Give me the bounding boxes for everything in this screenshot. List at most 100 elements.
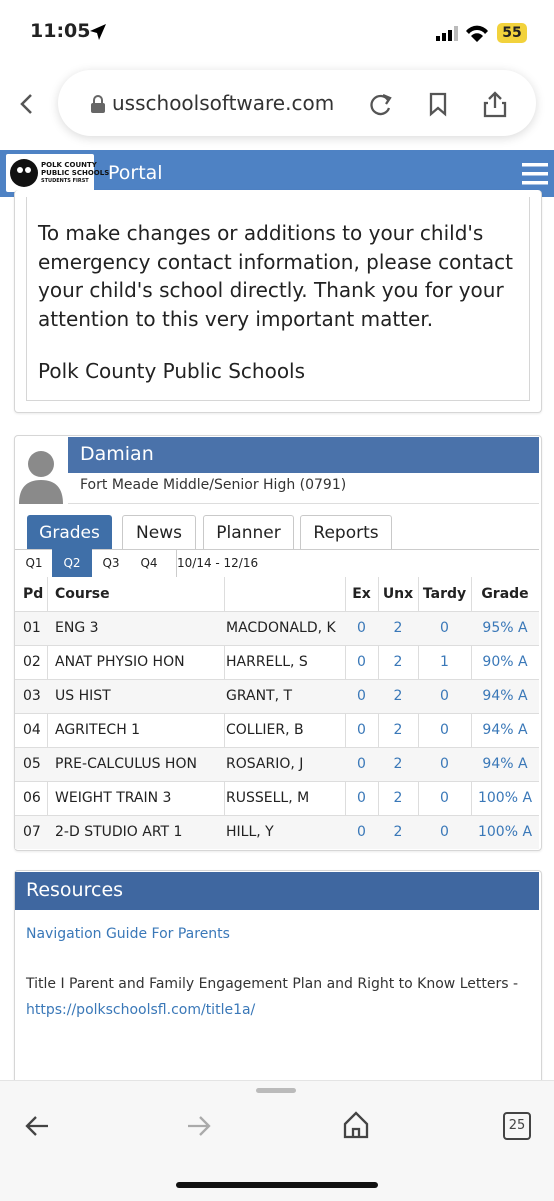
resources-title: Resources xyxy=(26,879,124,901)
notice-line: emergency contact information, please co… xyxy=(38,249,513,274)
handle xyxy=(256,1088,296,1093)
table-cell: AGRITECH 1 xyxy=(55,722,141,738)
logo-line: POLK COUNTY xyxy=(41,161,97,169)
table-cell: ANAT PHYSIO HON xyxy=(55,654,185,670)
logo-line: STUDENTS FIRST xyxy=(41,178,89,184)
column-header: Ex xyxy=(352,586,371,602)
table-cell: 2 xyxy=(393,688,403,704)
signal-wifi xyxy=(436,25,488,42)
menu-button[interactable] xyxy=(522,162,548,186)
back-button[interactable] xyxy=(16,92,40,116)
table-cell: 90% A xyxy=(482,654,528,670)
notice-line: attention to this very important matter. xyxy=(38,306,434,331)
table-cell: ENG 3 xyxy=(55,620,99,636)
avatar xyxy=(19,451,63,504)
divider xyxy=(68,503,539,504)
table-cell: 100% A xyxy=(477,790,533,806)
grades-table: Pd Course Ex Unx Tardy Grade 01 ENG 3 MACDONALD,… xyxy=(15,577,539,849)
row-line xyxy=(15,713,539,714)
quarter[interactable]: Q1 xyxy=(25,556,43,570)
table-cell: 03 xyxy=(23,688,41,704)
battery: 55 xyxy=(497,23,527,43)
table-cell: 0 xyxy=(440,756,449,772)
nav-forward[interactable] xyxy=(184,1112,214,1140)
quarter[interactable]: Q3 xyxy=(102,556,120,570)
notice-line: To make changes or additions to your chi… xyxy=(38,221,484,245)
table-cell: 05 xyxy=(23,756,41,772)
table-cell: 2 xyxy=(393,722,403,738)
logo-text: POLK COUNTY PUBLIC SCHOOLS STUDENTS FIRS… xyxy=(41,161,109,185)
tab[interactable]: Grades xyxy=(27,515,112,550)
time: 11:05 xyxy=(30,20,91,42)
table-cell: 94% A xyxy=(482,756,528,772)
table-cell: 0 xyxy=(357,688,366,704)
table-cell: 1 xyxy=(440,654,449,670)
table-cell: 2 xyxy=(393,790,403,806)
url[interactable]: usschoolsoftware.com xyxy=(112,91,335,115)
portal-title: Portal xyxy=(108,162,163,184)
column-header: Course xyxy=(55,586,110,602)
table-cell: 2 xyxy=(393,824,403,840)
table-cell: 0 xyxy=(357,790,366,806)
quarter[interactable]: Q2 xyxy=(52,549,92,577)
table-cell: 0 xyxy=(440,722,449,738)
row-band xyxy=(15,748,539,781)
notice-box xyxy=(26,197,530,401)
resource-link[interactable]: Navigation Guide For Parents xyxy=(26,926,230,942)
row-line xyxy=(15,781,539,782)
notice-card xyxy=(14,190,542,413)
table-cell: 0 xyxy=(440,688,449,704)
resources-header xyxy=(15,872,539,910)
table-cell: 0 xyxy=(357,620,366,636)
table-cell: 0 xyxy=(357,722,366,738)
logo-mark xyxy=(10,159,38,187)
table-cell: ROSARIO, J xyxy=(226,756,304,772)
notice-text: To make changes or additions to your chi… xyxy=(38,219,513,333)
table-cell: RUSSELL, M xyxy=(226,790,310,806)
url-bar[interactable] xyxy=(58,70,536,136)
row-line xyxy=(15,611,539,612)
notice-line: your child's school directly. Thank you … xyxy=(38,278,504,302)
nav-back[interactable] xyxy=(24,1112,54,1140)
table-cell: 2 xyxy=(393,756,403,772)
table-cell: GRANT, T xyxy=(226,688,293,704)
location-icon xyxy=(90,24,106,40)
resource-link[interactable]: https://polkschoolsfl.com/title1a/ xyxy=(26,1002,256,1018)
tab[interactable]: Planner xyxy=(203,515,294,550)
table-cell: 2 xyxy=(393,620,403,636)
tab-line xyxy=(15,549,539,550)
quarter[interactable]: Q4 xyxy=(140,556,158,570)
lock-icon xyxy=(91,95,105,113)
table-cell: 94% A xyxy=(482,722,528,738)
table-cell: MACDONALD, K xyxy=(226,620,336,636)
tab-count[interactable]: 25 xyxy=(503,1112,531,1140)
tab[interactable]: News xyxy=(122,515,196,550)
column-header: Grade xyxy=(481,586,529,602)
row-line xyxy=(15,815,539,816)
table-cell: 01 xyxy=(23,620,41,636)
row-line xyxy=(15,747,539,748)
table-cell: HILL, Y xyxy=(226,824,274,840)
table-cell: 100% A xyxy=(477,824,533,840)
table-cell: COLLIER, B xyxy=(226,722,304,738)
table-cell: 0 xyxy=(440,620,449,636)
row-band xyxy=(15,816,539,849)
browser-actions[interactable] xyxy=(366,90,516,118)
table-cell: 2-D STUDIO ART 1 xyxy=(55,824,183,840)
logo-line: PUBLIC SCHOOLS xyxy=(41,169,110,177)
table-cell: 07 xyxy=(23,824,41,840)
table-cell: 04 xyxy=(23,722,41,738)
column-header: Tardy xyxy=(422,586,467,602)
name-bar xyxy=(68,437,539,473)
nav-home[interactable] xyxy=(342,1110,370,1140)
table-cell: 0 xyxy=(440,824,449,840)
notice-signature: Polk County Public Schools xyxy=(38,359,306,383)
student-name: Damian xyxy=(80,443,154,465)
row-band xyxy=(15,612,539,645)
tab[interactable]: Reports xyxy=(300,515,392,550)
table-cell: 94% A xyxy=(482,688,528,704)
table-cell: 0 xyxy=(357,654,366,670)
school-name: Fort Meade Middle/Senior High (0791) xyxy=(80,477,347,493)
date-range: 10/14 - 12/16 xyxy=(176,549,258,577)
toolbar xyxy=(0,1080,554,1201)
